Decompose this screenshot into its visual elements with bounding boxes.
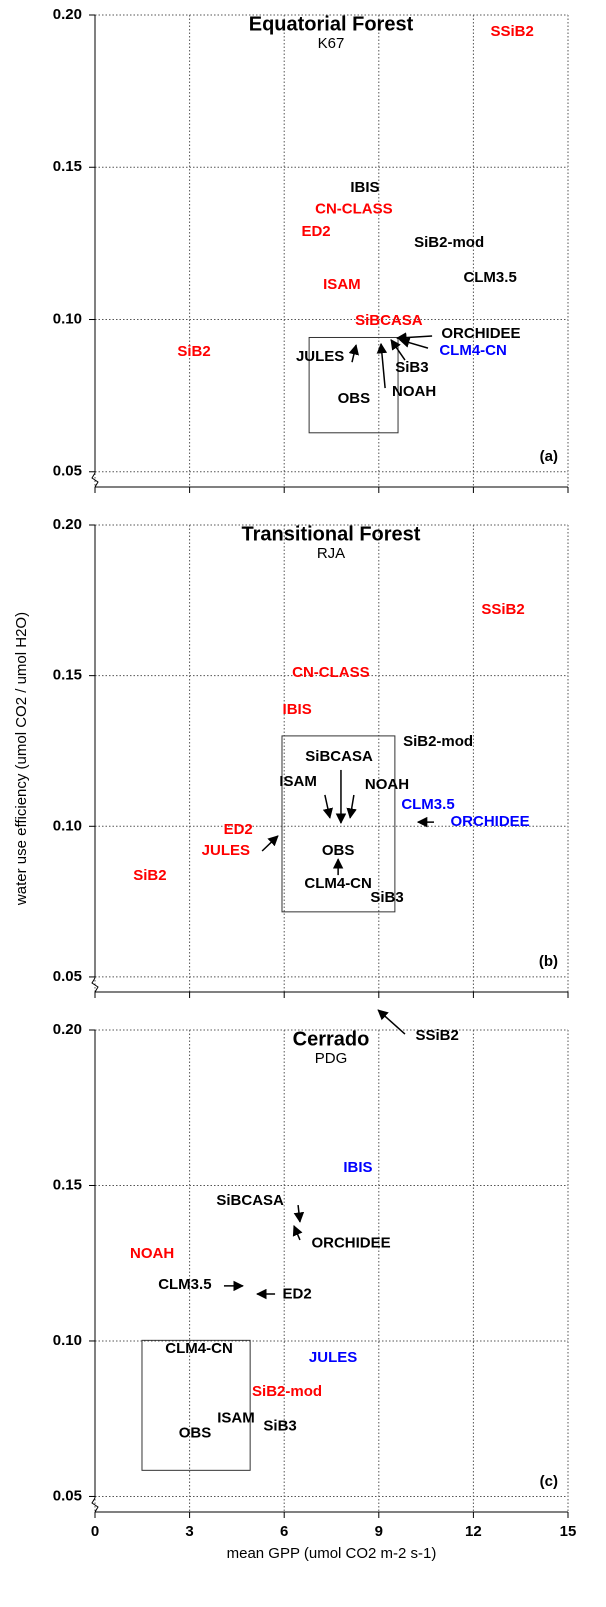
model-label: SiB2 <box>133 867 166 884</box>
y-tick-label: 0.20 <box>53 6 82 23</box>
x-tick-label: 3 <box>185 1523 193 1540</box>
arrow <box>348 344 359 363</box>
panel-subtitle: K67 <box>318 35 345 52</box>
arrow <box>261 835 279 852</box>
model-label: OBS <box>338 390 371 407</box>
y-axis-label: water use efficiency (umol CO2 / umol H2… <box>13 612 30 906</box>
model-label: JULES <box>202 842 250 859</box>
model-label: ISAM <box>279 773 317 790</box>
model-label: SiB2-mod <box>403 733 473 750</box>
panel-letter: (b) <box>539 953 558 970</box>
panel-letter: (c) <box>540 1473 558 1490</box>
panel-title: Equatorial Forest <box>249 13 414 35</box>
model-label: JULES <box>296 348 344 365</box>
model-label: CLM4-CN <box>165 1340 233 1357</box>
model-label: IBIS <box>283 701 312 718</box>
model-label: SSiB2 <box>491 23 534 40</box>
y-tick-label: 0.05 <box>53 1487 82 1504</box>
model-label: CN-CLASS <box>315 200 393 217</box>
panel-subtitle: RJA <box>317 545 345 562</box>
model-label: ORCHIDEE <box>451 813 530 830</box>
y-tick-label: 0.05 <box>53 463 82 480</box>
panel-title: Cerrado <box>293 1028 370 1050</box>
arrow <box>396 332 433 343</box>
model-label: SSiB2 <box>415 1027 458 1044</box>
model-label: SiB2-mod <box>252 1383 322 1400</box>
model-label: CLM3.5 <box>158 1276 211 1293</box>
y-tick-label: 0.10 <box>53 817 82 834</box>
y-tick-label: 0.05 <box>53 968 82 985</box>
arrow <box>346 794 357 819</box>
axis-break <box>91 977 99 993</box>
model-label: NOAH <box>392 383 436 400</box>
y-tick-label: 0.10 <box>53 310 82 327</box>
x-axis-label: mean GPP (umol CO2 m-2 s-1) <box>227 1545 437 1562</box>
obs-box <box>141 1339 251 1471</box>
model-label: ED2 <box>301 223 330 240</box>
model-label: CLM3.5 <box>463 269 516 286</box>
model-label: SiBCASA <box>355 312 423 329</box>
model-label: CLM4-CN <box>439 342 507 359</box>
x-tick-label: 9 <box>375 1523 383 1540</box>
arrow <box>390 339 406 361</box>
model-label: ED2 <box>224 821 253 838</box>
model-label: NOAH <box>365 776 409 793</box>
arrow <box>376 342 388 389</box>
x-tick-label: 6 <box>280 1523 288 1540</box>
panel-letter: (a) <box>540 448 558 465</box>
y-tick-label: 0.20 <box>53 1021 82 1038</box>
obs-box <box>281 735 396 913</box>
model-label: CN-CLASS <box>292 664 370 681</box>
x-tick-label: 12 <box>465 1523 482 1540</box>
arrow <box>398 337 429 349</box>
arrow <box>322 794 334 819</box>
model-label: ORCHIDEE <box>311 1234 390 1251</box>
model-label: SSiB2 <box>481 601 524 618</box>
model-label: SiB3 <box>263 1417 296 1434</box>
model-label: SiBCASA <box>216 1192 284 1209</box>
x-tick-label: 15 <box>560 1523 577 1540</box>
y-tick-label: 0.15 <box>53 667 82 684</box>
axis-break <box>91 472 99 488</box>
obs-box <box>308 336 399 434</box>
y-tick-label: 0.10 <box>53 1332 82 1349</box>
y-tick-label: 0.15 <box>53 1176 82 1193</box>
y-tick-label: 0.20 <box>53 516 82 533</box>
x-tick-label: 0 <box>91 1523 99 1540</box>
axis-break <box>91 1497 99 1513</box>
model-label: IBIS <box>350 179 379 196</box>
arrow <box>292 1224 303 1241</box>
model-label: OBS <box>179 1424 212 1441</box>
model-label: ISAM <box>323 276 361 293</box>
model-label: IBIS <box>343 1159 372 1176</box>
model-label: CLM3.5 <box>401 796 454 813</box>
arrow <box>377 1009 406 1035</box>
model-label: CLM4-CN <box>304 875 372 892</box>
model-label: SiBCASA <box>305 748 373 765</box>
model-label: ISAM <box>217 1409 255 1426</box>
model-label: SiB3 <box>395 359 428 376</box>
model-label: SiB3 <box>370 889 403 906</box>
arrow <box>293 1204 305 1223</box>
model-label: SiB2 <box>177 343 210 360</box>
model-label: SiB2-mod <box>414 234 484 251</box>
y-tick-label: 0.15 <box>53 158 82 175</box>
model-label: ORCHIDEE <box>441 325 520 342</box>
model-label: JULES <box>309 1349 357 1366</box>
model-label: OBS <box>322 842 355 859</box>
panel-title: Transitional Forest <box>242 523 421 545</box>
model-label: ED2 <box>283 1285 312 1302</box>
panel-subtitle: PDG <box>315 1050 348 1067</box>
model-label: NOAH <box>130 1245 174 1262</box>
